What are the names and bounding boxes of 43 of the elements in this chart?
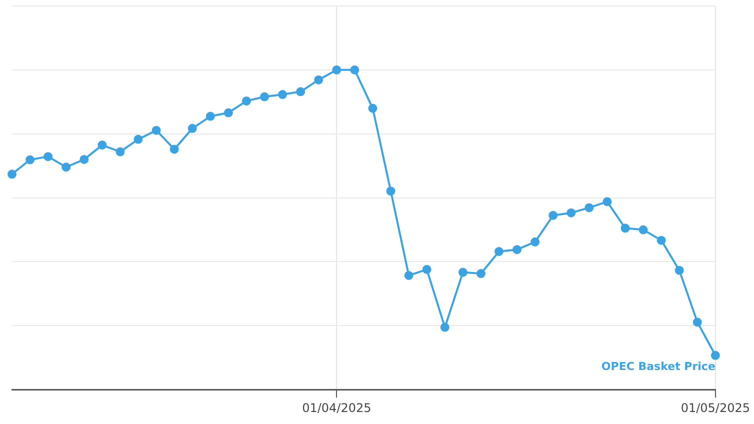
point [152, 126, 161, 135]
point [206, 112, 215, 121]
point [404, 270, 414, 280]
x-tick-label: 01/04/2025 [302, 400, 372, 415]
point [422, 264, 432, 274]
point [584, 203, 594, 212]
point [62, 162, 71, 172]
point [260, 92, 270, 102]
point [26, 155, 35, 164]
point [566, 208, 576, 218]
point [602, 197, 612, 206]
point [350, 65, 360, 74]
point [656, 236, 666, 245]
point [314, 75, 324, 84]
point [368, 104, 378, 113]
point [458, 268, 468, 277]
point [638, 225, 648, 234]
point [134, 134, 143, 144]
point [242, 96, 251, 106]
point [44, 152, 53, 162]
point [494, 247, 504, 256]
point [710, 350, 720, 360]
point [692, 318, 702, 327]
point [188, 124, 197, 133]
point [98, 140, 107, 150]
series-label: OPEC Basket Price [601, 360, 716, 373]
point [530, 237, 540, 246]
x-tick-label: 01/05/2025 [680, 400, 750, 415]
point [386, 186, 396, 196]
point [476, 269, 486, 278]
point [674, 266, 684, 275]
point [296, 87, 306, 96]
point [512, 245, 522, 254]
point [80, 154, 89, 164]
point [332, 65, 342, 74]
point [170, 144, 179, 154]
point [8, 170, 16, 179]
point [440, 322, 450, 332]
point [224, 108, 233, 118]
point [620, 224, 630, 233]
point [116, 147, 125, 156]
point [548, 210, 558, 220]
point [278, 90, 288, 100]
